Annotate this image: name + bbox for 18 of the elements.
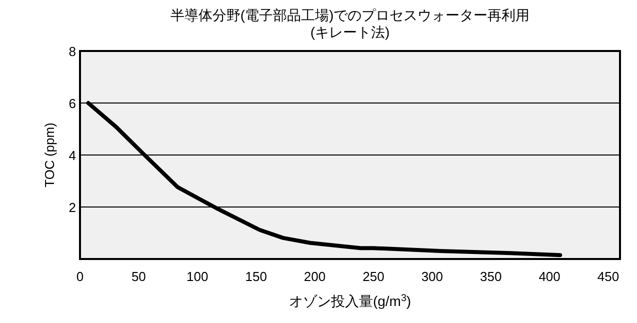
x-tick-label: 450 [597,269,620,284]
chart-subtitle: (キレート法) [310,24,390,40]
y-tick-label: 8 [68,44,76,59]
x-tick-label: 50 [131,269,146,284]
x-axis-title: オゾン投入量(g/m$^{3}$) [288,292,412,309]
chart-title: 半導体分野(電子部品工場)でのプロセスウォーター再利用 [170,7,530,23]
x-tick-label: 100 [186,269,208,284]
x-tick-label: 0 [76,269,84,284]
x-tick-label: 300 [421,269,444,284]
x-tick-label: 250 [362,269,384,284]
y-axis-title: TOC (ppm) [42,122,57,188]
x-tick-label: 200 [304,269,326,284]
x-tick-label: 150 [245,269,267,284]
y-tick-label: 2 [68,200,76,215]
x-tick-label: 400 [538,269,560,284]
y-tick-label: 6 [68,96,76,111]
x-tick-label: 350 [480,269,502,284]
y-tick-label: 4 [68,148,76,163]
